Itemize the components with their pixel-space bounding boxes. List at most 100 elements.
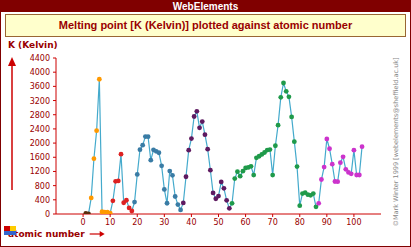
point — [211, 191, 216, 196]
y-tick — [53, 128, 56, 129]
point — [194, 109, 199, 114]
x-tick-label: 50 — [213, 218, 223, 227]
y-tick — [53, 214, 56, 215]
y-arrow — [11, 62, 13, 190]
title: WebElements — [173, 1, 239, 12]
point — [278, 95, 283, 100]
point — [335, 179, 340, 184]
y-tick — [53, 100, 56, 101]
point — [146, 134, 151, 139]
point — [138, 147, 143, 152]
point — [224, 198, 229, 203]
point — [97, 77, 102, 82]
chart: WebElements Melting point [K (Kelvin)] pl… — [0, 0, 411, 247]
point — [357, 173, 362, 178]
x-tick — [83, 214, 84, 217]
point — [157, 150, 162, 155]
y-tick-label: 400 — [35, 196, 50, 205]
point — [268, 147, 273, 152]
y-tick — [53, 58, 56, 59]
point — [129, 209, 134, 214]
point — [316, 201, 321, 206]
y-tick — [53, 185, 56, 186]
point — [167, 169, 172, 174]
point — [208, 168, 213, 173]
y-tick — [53, 72, 56, 73]
y-tick-label: 1200 — [30, 167, 50, 176]
point — [170, 173, 175, 178]
point — [135, 172, 140, 177]
point — [341, 154, 346, 159]
point — [124, 198, 129, 203]
y-tick-label: 2000 — [30, 139, 50, 148]
x-tick-label: 70 — [268, 218, 278, 227]
x-tick-label: 60 — [240, 218, 250, 227]
point — [132, 200, 137, 205]
frame — [1, 1, 411, 247]
point — [330, 162, 335, 167]
y-tick-label: 4400 — [30, 54, 50, 63]
x-tick — [326, 214, 327, 217]
y-tick-label: 3200 — [30, 97, 50, 106]
point — [232, 176, 237, 181]
y-axis-label: K (Kelvin) — [8, 40, 58, 50]
y-tick-label: 1600 — [30, 153, 50, 162]
y-tick-label: 2800 — [30, 111, 50, 120]
point — [338, 160, 343, 165]
y-tick-label: 800 — [35, 182, 50, 191]
point — [110, 198, 115, 203]
point — [249, 164, 254, 169]
y-tick — [53, 171, 56, 172]
x-tick — [245, 214, 246, 217]
point — [184, 174, 189, 179]
point — [360, 144, 365, 149]
point — [273, 143, 278, 148]
point — [327, 146, 332, 151]
y-arrow-head — [8, 57, 16, 66]
y-tick-label: 3600 — [30, 82, 50, 91]
subtitle: Melting point [K (Kelvin)] plotted again… — [59, 19, 353, 31]
y-tick-label: 0 — [45, 210, 50, 219]
icon-block — [4, 226, 10, 231]
point — [281, 81, 286, 86]
subtitle-box — [6, 15, 406, 37]
point — [108, 211, 113, 214]
point — [227, 206, 232, 211]
point — [140, 143, 145, 148]
point — [216, 194, 221, 199]
x-tick-label: 100 — [346, 218, 361, 227]
point — [324, 137, 329, 142]
point — [284, 89, 289, 94]
x-tick — [272, 214, 273, 217]
point — [148, 158, 153, 163]
point — [222, 186, 227, 191]
x-tick — [137, 214, 138, 217]
annotation: ©Mark Winter 1999 [webelements@sheffield… — [392, 57, 400, 226]
point — [235, 169, 240, 174]
point — [319, 177, 324, 182]
point — [238, 174, 243, 179]
y-tick-label: 4000 — [30, 68, 50, 77]
point — [89, 196, 94, 201]
x-tick — [218, 214, 219, 217]
x-axis-label: atomic number — [8, 229, 85, 239]
point — [119, 152, 124, 157]
y-axis — [56, 58, 57, 214]
x-tick-label: 90 — [322, 218, 332, 227]
point — [186, 148, 191, 153]
x-tick — [191, 214, 192, 217]
x-tick — [110, 214, 111, 217]
point — [270, 173, 275, 178]
point — [92, 156, 97, 161]
point — [311, 191, 316, 196]
point — [205, 147, 210, 152]
x-tick — [299, 214, 300, 217]
x-tick-label: 0 — [81, 218, 86, 227]
point — [94, 128, 99, 133]
point — [159, 163, 164, 168]
series-line — [86, 79, 362, 214]
x-tick — [164, 214, 165, 217]
y-tick-label: 2400 — [30, 125, 50, 134]
point — [86, 212, 91, 214]
point — [189, 136, 194, 141]
